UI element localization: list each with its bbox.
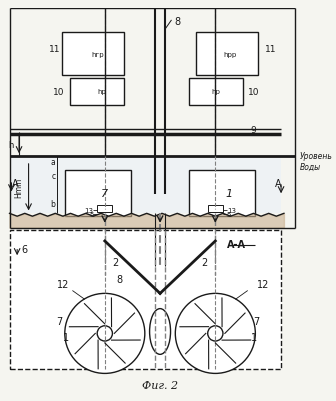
Bar xyxy=(9,157,281,214)
Bar xyxy=(70,79,124,105)
Bar xyxy=(188,171,255,217)
Text: 8: 8 xyxy=(174,17,180,27)
Text: 11: 11 xyxy=(48,45,60,55)
Text: hрр: hрр xyxy=(223,52,237,58)
Text: 5: 5 xyxy=(227,212,231,218)
Text: 2: 2 xyxy=(202,257,208,267)
Text: 13: 13 xyxy=(227,207,236,213)
Text: 8: 8 xyxy=(116,274,122,284)
Ellipse shape xyxy=(150,309,171,354)
Text: 7: 7 xyxy=(253,317,260,326)
Circle shape xyxy=(208,326,223,341)
Text: hгр: hгр xyxy=(91,52,104,58)
Bar xyxy=(188,79,243,105)
Text: a: a xyxy=(50,158,55,167)
Text: hр: hр xyxy=(211,89,220,95)
Bar xyxy=(208,205,223,213)
Text: Уровень
Воды: Уровень Воды xyxy=(300,152,333,171)
Text: Нmin: Нmin xyxy=(14,177,23,197)
Circle shape xyxy=(65,294,145,373)
Text: 1: 1 xyxy=(225,189,232,199)
Text: b: b xyxy=(50,200,55,209)
Text: А: А xyxy=(11,178,18,188)
Bar xyxy=(65,171,131,217)
Bar xyxy=(9,230,281,369)
Text: 1: 1 xyxy=(64,332,70,342)
Text: 12: 12 xyxy=(57,279,70,289)
Text: 6: 6 xyxy=(21,244,27,254)
Text: 10: 10 xyxy=(53,88,65,97)
Text: 5: 5 xyxy=(89,212,93,218)
Text: 2: 2 xyxy=(113,257,119,267)
Text: 13: 13 xyxy=(84,207,93,213)
Text: 9: 9 xyxy=(251,126,256,134)
Text: hр: hр xyxy=(97,89,106,95)
Text: 7: 7 xyxy=(57,317,63,326)
Text: Фиг. 2: Фиг. 2 xyxy=(142,380,178,390)
Text: А-А: А-А xyxy=(227,239,246,249)
Text: h: h xyxy=(8,140,13,150)
Bar xyxy=(196,33,258,76)
Circle shape xyxy=(175,294,255,373)
Text: c: c xyxy=(51,171,55,180)
Text: 12: 12 xyxy=(257,279,269,289)
Bar xyxy=(62,33,124,76)
Text: 1: 1 xyxy=(251,332,257,342)
Text: 11: 11 xyxy=(265,45,277,55)
Text: 7: 7 xyxy=(101,189,109,199)
Text: А: А xyxy=(275,178,281,188)
Text: 10: 10 xyxy=(248,88,259,97)
Circle shape xyxy=(97,326,113,341)
Bar xyxy=(97,205,113,213)
